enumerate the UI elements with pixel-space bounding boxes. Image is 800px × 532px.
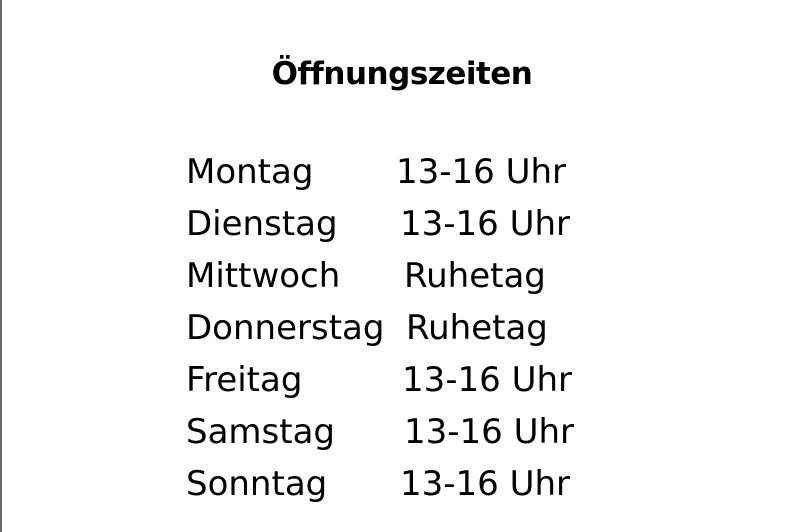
- time-value: Ruhetag: [406, 308, 548, 348]
- day-label: Montag: [186, 152, 314, 192]
- hours-row-saturday: Samstag 13-16 Uhr: [186, 412, 786, 464]
- time-value: Ruhetag: [404, 256, 546, 296]
- hours-row-friday: Freitag 13-16 Uhr: [186, 360, 786, 412]
- hours-row-wednesday: Mittwoch Ruhetag: [186, 256, 786, 308]
- day-label: Donnerstag: [186, 308, 385, 348]
- page-title: Öffnungszeiten: [271, 56, 533, 92]
- time-value: 13-16 Uhr: [402, 360, 573, 400]
- day-label: Samstag: [186, 412, 335, 452]
- time-value: 13-16 Uhr: [400, 464, 571, 504]
- time-value: 13-16 Uhr: [400, 204, 571, 244]
- day-label: Sonntag: [186, 464, 328, 504]
- hours-row-thursday: Donnerstag Ruhetag: [186, 308, 786, 360]
- time-value: 13-16 Uhr: [396, 152, 567, 192]
- day-label: Freitag: [186, 360, 303, 400]
- day-label: Dienstag: [186, 204, 338, 244]
- hours-row-monday: Montag 13-16 Uhr: [186, 152, 786, 204]
- hours-row-sunday: Sonntag 13-16 Uhr: [186, 464, 786, 516]
- left-border: [0, 0, 2, 532]
- day-label: Mittwoch: [186, 256, 341, 296]
- hours-row-tuesday: Dienstag 13-16 Uhr: [186, 204, 786, 256]
- time-value: 13-16 Uhr: [404, 412, 575, 452]
